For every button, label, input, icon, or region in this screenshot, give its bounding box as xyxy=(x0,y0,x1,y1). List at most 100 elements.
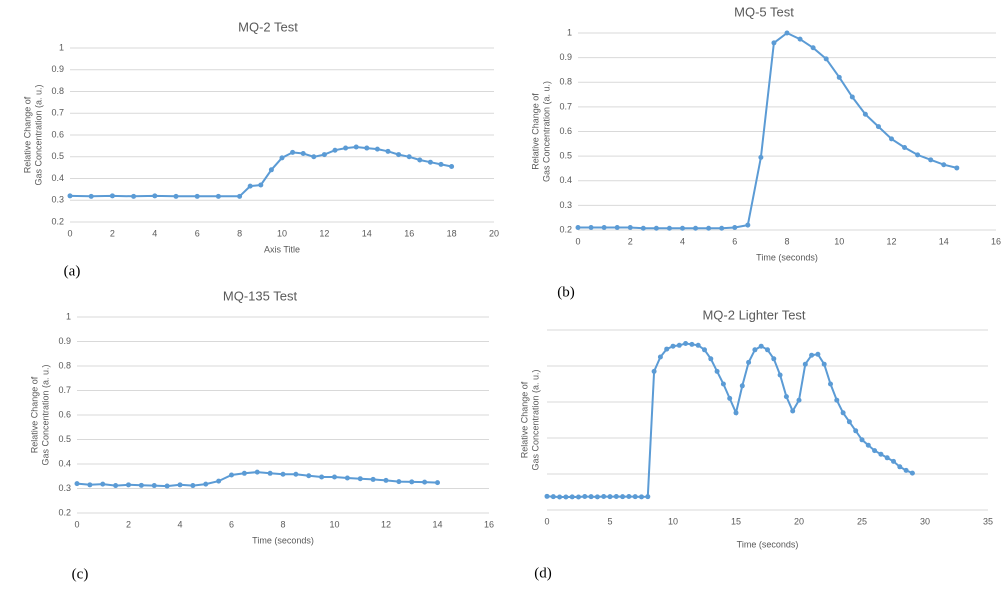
x-tick-label: 12 xyxy=(319,228,329,238)
data-point xyxy=(332,474,337,480)
data-point xyxy=(177,482,183,488)
data-point xyxy=(810,45,816,51)
x-tick-label: 16 xyxy=(404,228,414,238)
data-point xyxy=(364,145,370,151)
y-tick-label: 0.8 xyxy=(51,86,64,96)
x-tick-label: 10 xyxy=(834,236,844,246)
data-point xyxy=(343,145,349,151)
x-tick-label: 10 xyxy=(277,228,287,238)
data-point xyxy=(626,494,632,499)
y-tick-label: 0.6 xyxy=(51,129,64,139)
x-tick-label: 6 xyxy=(732,236,737,246)
data-point xyxy=(680,225,685,231)
data-point xyxy=(670,343,676,349)
data-point xyxy=(645,494,651,500)
data-point xyxy=(862,111,868,117)
x-tick-label: 16 xyxy=(991,236,1001,246)
data-point xyxy=(353,144,359,150)
x-tick-label: 6 xyxy=(195,228,200,238)
x-tick-label: 18 xyxy=(447,228,457,238)
data-point xyxy=(113,483,119,489)
data-point xyxy=(247,183,253,189)
data-point xyxy=(594,494,600,500)
data-point xyxy=(706,225,712,231)
data-point xyxy=(903,467,909,473)
data-point xyxy=(840,410,846,416)
data-point xyxy=(802,361,808,367)
data-point xyxy=(258,182,264,188)
data-point xyxy=(544,493,550,499)
x-tick-label: 35 xyxy=(983,516,993,526)
data-point xyxy=(374,146,380,152)
data-point xyxy=(152,193,158,199)
data-point xyxy=(872,448,878,454)
data-point xyxy=(321,152,327,158)
data-point xyxy=(720,381,726,387)
data-point xyxy=(280,471,286,477)
data-point xyxy=(601,225,607,231)
chart-title: MQ-135 Test xyxy=(223,288,298,303)
data-point xyxy=(639,494,644,500)
data-point xyxy=(714,368,720,374)
data-point xyxy=(821,361,827,367)
data-point xyxy=(438,161,444,167)
y-tick-label: 0.3 xyxy=(559,200,572,210)
data-point xyxy=(311,154,317,160)
data-point xyxy=(719,225,725,231)
data-point xyxy=(784,30,790,36)
data-point xyxy=(836,74,842,80)
y-axis-title: Relative Change of xyxy=(530,93,540,170)
data-point xyxy=(173,193,179,199)
y-tick-label: 0.3 xyxy=(58,483,71,493)
data-point xyxy=(557,494,563,500)
chart-title: MQ-2 Test xyxy=(238,19,298,34)
x-tick-label: 20 xyxy=(794,516,804,526)
x-tick-label: 5 xyxy=(607,516,612,526)
y-tick-label: 0.9 xyxy=(58,336,71,346)
data-point xyxy=(109,193,115,199)
x-tick-label: 2 xyxy=(126,519,131,529)
y-tick-label: 0.2 xyxy=(51,216,64,226)
data-point xyxy=(809,352,815,358)
y-tick-label: 0.9 xyxy=(51,64,64,74)
data-point xyxy=(689,341,695,347)
data-point xyxy=(954,165,960,171)
x-tick-label: 8 xyxy=(280,519,285,529)
data-point xyxy=(588,225,594,231)
x-tick-label: 4 xyxy=(177,519,182,529)
data-point xyxy=(695,342,701,348)
data-point xyxy=(875,124,881,130)
y-tick-label: 0.4 xyxy=(559,175,572,185)
data-point xyxy=(739,383,745,389)
x-tick-label: 6 xyxy=(229,519,234,529)
data-point xyxy=(126,482,131,488)
y-tick-label: 1 xyxy=(59,42,64,52)
y-tick-label: 1 xyxy=(567,27,572,37)
y-tick-label: 0.5 xyxy=(51,151,64,161)
data-point xyxy=(823,56,829,62)
x-tick-label: 25 xyxy=(857,516,867,526)
data-point xyxy=(941,162,947,168)
x-axis-title: Time (seconds) xyxy=(737,539,799,549)
chart-title: MQ-5 Test xyxy=(734,4,794,19)
y-tick-label: 0.2 xyxy=(58,507,71,517)
data-point xyxy=(563,494,569,500)
x-tick-label: 0 xyxy=(544,516,549,526)
data-point xyxy=(74,481,80,487)
y-axis-title: Gas Concentration (a. u.) xyxy=(541,81,551,182)
data-point xyxy=(783,394,789,400)
y-tick-label: 0.5 xyxy=(58,434,71,444)
data-point xyxy=(676,342,682,348)
data-point xyxy=(708,356,714,362)
data-point xyxy=(632,494,638,500)
data-point xyxy=(435,480,440,486)
data-point xyxy=(902,145,908,151)
y-axis-title: Gas Concentration (a. u.) xyxy=(40,364,50,465)
x-axis-title: Axis Title xyxy=(264,244,300,254)
x-tick-label: 30 xyxy=(920,516,930,526)
data-point xyxy=(733,410,739,416)
x-tick-label: 12 xyxy=(886,236,896,246)
data-point xyxy=(383,477,389,483)
data-point xyxy=(884,455,890,461)
data-point xyxy=(254,469,260,475)
